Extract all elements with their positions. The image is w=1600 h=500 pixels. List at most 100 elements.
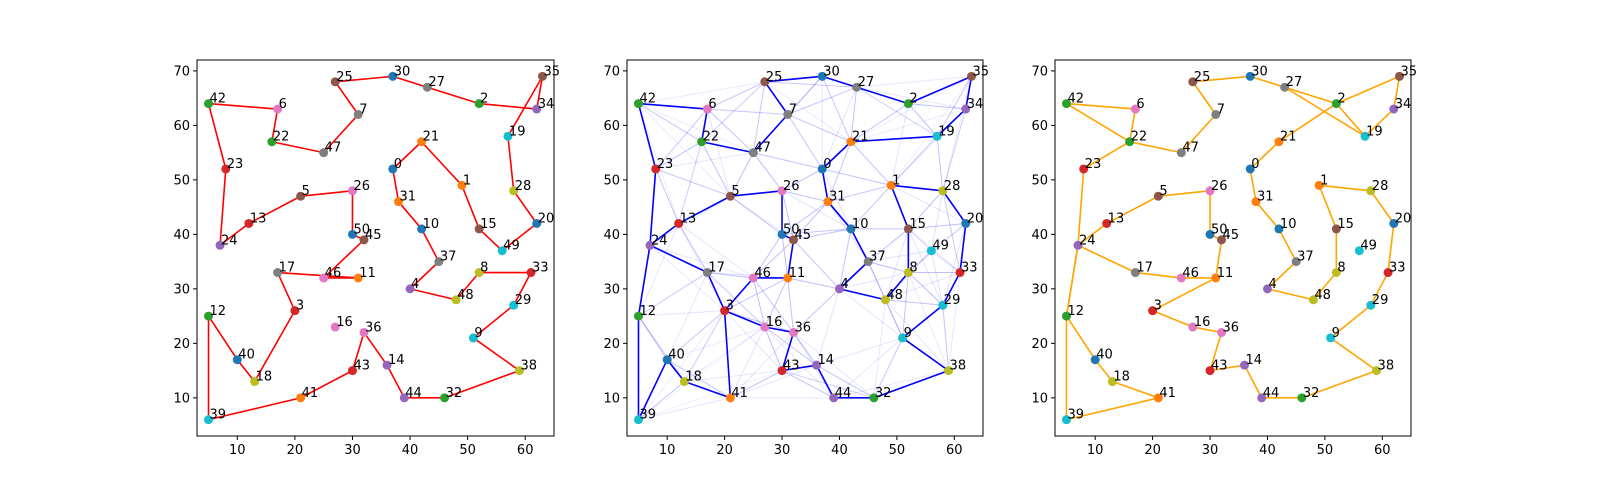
node-point [1331, 224, 1341, 234]
faint-edge [707, 108, 788, 115]
faint-edge [890, 103, 909, 186]
x-tick-label: 10 [1087, 443, 1104, 458]
faint-edge [752, 277, 794, 333]
faint-edge [908, 223, 967, 273]
tour-edge [1284, 86, 1337, 105]
faint-edge [822, 168, 892, 186]
node-label: 44 [405, 386, 422, 401]
node-point [267, 137, 277, 147]
node-point [760, 77, 770, 87]
x-tick-label: 60 [1374, 443, 1391, 458]
node-label: 49 [503, 239, 520, 254]
faint-edge [781, 201, 829, 235]
node-label: 4 [411, 277, 419, 292]
tour-edge [1209, 364, 1246, 372]
faint-edge [752, 152, 783, 192]
node-point [823, 197, 833, 207]
tour-edge [391, 168, 400, 203]
tour-edge [1065, 315, 1096, 361]
node-label: 36 [1223, 320, 1240, 335]
node-label: 18 [256, 370, 273, 385]
faint-edge [821, 76, 852, 142]
faint-edge [638, 81, 765, 105]
faint-edge [884, 299, 904, 339]
faint-edge [816, 364, 875, 399]
faint-edge [684, 370, 783, 383]
faint-edge [885, 299, 943, 306]
faint-edge [724, 310, 794, 333]
node-label: 21 [423, 130, 440, 145]
faint-edge [781, 190, 852, 230]
tour-edge [1318, 184, 1338, 230]
tour-edge [964, 75, 973, 110]
node-point [1176, 148, 1186, 158]
node-label: 0 [1251, 157, 1259, 172]
node-point [1205, 366, 1215, 376]
faint-edge [930, 250, 944, 306]
node-label: 49 [932, 239, 949, 254]
node-point [514, 366, 524, 376]
faint-edge [678, 141, 703, 224]
faint-edge [781, 190, 829, 203]
faint-edge [724, 277, 789, 312]
node-label: 13 [1108, 211, 1125, 226]
node-label: 20 [967, 211, 984, 226]
tour-edge [1077, 168, 1085, 247]
faint-edge [707, 272, 766, 328]
node-label: 5 [731, 184, 739, 199]
node-point [1079, 164, 1089, 174]
faint-edge [764, 326, 817, 366]
node-point [869, 393, 879, 403]
tour-edge [649, 244, 709, 274]
node-label: 8 [480, 261, 488, 276]
node-label: 46 [1182, 266, 1199, 281]
node-point [1314, 180, 1324, 190]
faint-edge [856, 86, 966, 110]
faint-edge [666, 310, 725, 361]
node-label: 37 [440, 250, 457, 265]
faint-edge [908, 272, 944, 306]
node-point [961, 104, 971, 114]
node-point [720, 306, 730, 316]
node-label: 43 [353, 359, 370, 374]
tour-edge [1094, 358, 1114, 383]
node-point [817, 164, 827, 174]
tour-edge [1065, 102, 1137, 110]
tour-edge [276, 271, 360, 279]
tour-edge [271, 108, 279, 143]
faint-edge [936, 76, 972, 137]
axes-frame [196, 59, 555, 437]
node-point [417, 224, 427, 234]
tour-edge [236, 358, 256, 383]
x-tick-label: 50 [889, 443, 906, 458]
faint-edge [764, 81, 852, 143]
tour-edge [666, 358, 686, 383]
node-point [1061, 311, 1071, 321]
faint-edge [908, 250, 932, 273]
y-tick-label: 30 [173, 282, 190, 297]
faint-edge [902, 272, 909, 338]
tour-edge [855, 86, 910, 105]
faint-edge [907, 103, 938, 137]
tour-edge [409, 260, 440, 290]
faint-edge [730, 195, 783, 235]
faint-edge [764, 326, 835, 399]
faint-edge [787, 114, 823, 170]
faint-edge [936, 136, 944, 191]
node-point [1366, 186, 1376, 196]
faint-edge [942, 305, 950, 371]
faint-edge [729, 332, 794, 399]
tour-edge [420, 140, 463, 187]
faint-edge [730, 370, 783, 399]
tour-edge [884, 271, 910, 301]
tour-edge [1329, 337, 1378, 372]
node-label: 24 [221, 233, 238, 248]
node-label: 6 [279, 97, 287, 112]
node-point [829, 393, 839, 403]
faint-edge [936, 136, 944, 191]
tour-edge [1249, 168, 1257, 203]
node-label: 15 [1337, 217, 1354, 232]
node-point [1389, 104, 1399, 114]
faint-edge [724, 310, 794, 333]
faint-edge [638, 103, 702, 143]
